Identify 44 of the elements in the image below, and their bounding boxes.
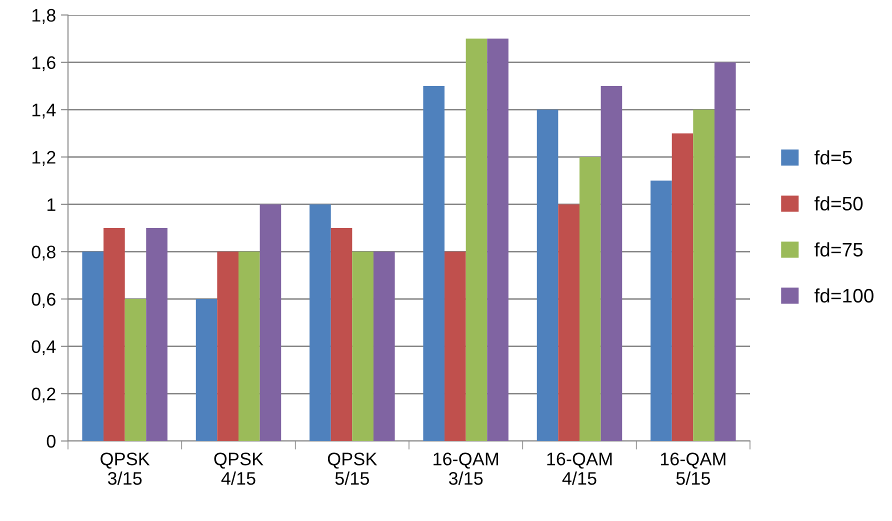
bar <box>600 86 622 441</box>
x-tick-label: QPSK 4/15 <box>214 452 264 485</box>
bar <box>104 228 125 441</box>
bar <box>650 180 672 441</box>
x-tick-label: QPSK 5/15 <box>328 452 378 485</box>
bar <box>217 252 238 441</box>
bar <box>352 252 374 441</box>
y-tick-label: 1,8 <box>32 8 56 24</box>
y-tick-label: 0,2 <box>32 388 56 403</box>
legend-label: fd=5 <box>814 150 852 165</box>
bar <box>423 86 445 441</box>
bar <box>330 228 352 441</box>
legend-label: fd=50 <box>814 196 863 211</box>
bar <box>238 252 260 441</box>
bar <box>444 252 466 441</box>
y-tick-label: 1,6 <box>32 56 56 72</box>
bar <box>672 133 694 441</box>
bar <box>558 204 580 441</box>
bar <box>466 38 488 441</box>
bar <box>196 299 218 441</box>
legend-label: fd=100 <box>814 288 874 303</box>
bar <box>373 252 395 441</box>
bar <box>124 299 146 441</box>
bar <box>487 38 508 441</box>
y-tick-label: 1 <box>48 198 56 211</box>
x-tick-label: QPSK 3/15 <box>100 452 150 485</box>
bar <box>714 62 736 441</box>
legend-label: fd=75 <box>814 242 863 257</box>
x-tick-label: 16-QAM 5/15 <box>660 452 726 485</box>
y-tick-label: 0 <box>46 434 56 448</box>
bar <box>536 110 558 441</box>
bar <box>260 204 282 441</box>
bar <box>310 204 331 441</box>
x-tick-label: 16-QAM 3/15 <box>434 452 498 485</box>
y-tick-label: 0,6 <box>32 292 56 308</box>
y-tick-label: 1,2 <box>32 150 56 166</box>
bar <box>693 110 714 441</box>
bar <box>146 228 168 441</box>
bar <box>82 252 104 441</box>
y-tick-label: 0,8 <box>32 246 56 261</box>
x-tick-label: 16-QAM 4/15 <box>547 452 612 485</box>
y-tick-label: 0,4 <box>32 340 56 356</box>
bar <box>580 157 601 441</box>
y-tick-label: 1,4 <box>32 104 56 119</box>
